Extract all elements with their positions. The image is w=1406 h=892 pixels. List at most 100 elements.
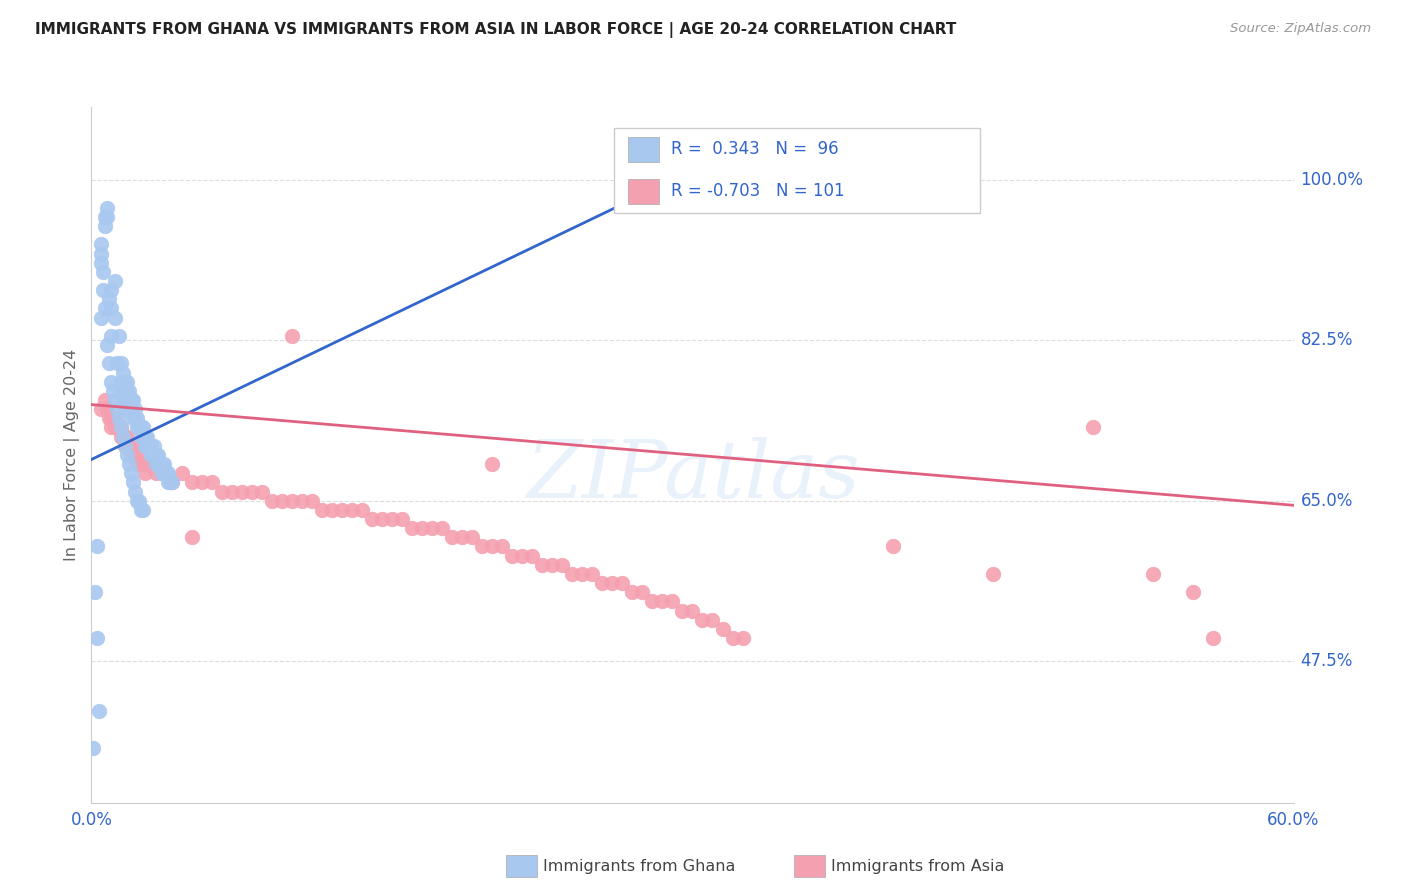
Point (350, 503, 373, 517)
Point (112, 366, 135, 380)
Point (591, 576, 613, 591)
Point (420, 521, 443, 535)
Point (104, 420, 127, 434)
Point (481, 540, 503, 554)
Point (90, 255, 112, 269)
Point (112, 392, 135, 407)
Point (671, 603, 693, 617)
Point (311, 503, 333, 517)
Point (250, 484, 273, 499)
Point (551, 558, 574, 572)
Point (132, 429, 155, 443)
Point (882, 540, 904, 554)
Point (90, 237, 112, 252)
Point (118, 439, 141, 453)
Point (260, 493, 283, 508)
Point (93, 283, 115, 297)
Point (124, 439, 146, 453)
Point (134, 439, 156, 453)
Point (471, 540, 494, 554)
Point (141, 457, 163, 471)
Point (100, 283, 122, 297)
Point (136, 457, 159, 471)
Point (1142, 566, 1164, 581)
Point (510, 549, 533, 563)
Point (108, 420, 131, 434)
Text: Immigrants from Asia: Immigrants from Asia (831, 859, 1004, 873)
Point (90, 246, 112, 260)
Point (118, 402, 141, 417)
Point (96, 402, 118, 417)
Point (330, 503, 353, 517)
Point (981, 566, 1004, 581)
Point (170, 467, 193, 481)
Point (602, 576, 624, 591)
Point (190, 475, 212, 490)
Point (136, 439, 159, 453)
Point (152, 467, 174, 481)
Point (108, 329, 131, 343)
Point (104, 310, 127, 325)
Point (100, 375, 122, 389)
Point (150, 457, 173, 471)
Point (731, 631, 754, 645)
Point (1202, 631, 1225, 645)
Point (114, 429, 136, 443)
Point (491, 540, 513, 554)
Point (96, 338, 118, 352)
Point (481, 457, 503, 471)
Point (711, 622, 734, 636)
Point (98, 411, 121, 425)
Point (281, 329, 304, 343)
Point (121, 402, 143, 417)
Point (131, 448, 153, 462)
Point (112, 429, 135, 443)
Point (110, 420, 132, 434)
Point (121, 439, 143, 453)
Point (124, 402, 146, 417)
Point (103, 411, 125, 425)
Point (702, 613, 724, 627)
Point (98, 293, 121, 307)
Point (160, 475, 183, 490)
Point (391, 512, 413, 526)
Point (631, 585, 654, 599)
Point (430, 521, 453, 535)
Point (145, 448, 167, 462)
Point (531, 558, 554, 572)
Point (138, 439, 160, 453)
Point (93, 265, 115, 279)
Point (651, 594, 673, 608)
Point (142, 448, 165, 462)
Point (142, 439, 165, 453)
Point (103, 384, 125, 398)
Point (110, 384, 132, 398)
Point (381, 512, 404, 526)
Text: Immigrants from Ghana: Immigrants from Ghana (543, 859, 735, 873)
Point (86, 631, 108, 645)
Point (270, 493, 292, 508)
Point (127, 411, 149, 425)
Text: 100.0%: 100.0% (1301, 171, 1364, 189)
Point (231, 484, 253, 499)
Point (571, 566, 593, 581)
Point (461, 530, 484, 544)
Text: IMMIGRANTS FROM GHANA VS IMMIGRANTS FROM ASIA IN LABOR FORCE | AGE 20-24 CORRELA: IMMIGRANTS FROM GHANA VS IMMIGRANTS FROM… (35, 22, 956, 38)
Point (104, 274, 127, 288)
Point (132, 457, 155, 471)
Point (1083, 420, 1105, 434)
Point (641, 594, 664, 608)
Point (692, 613, 714, 627)
Point (117, 384, 139, 398)
Point (451, 530, 474, 544)
Point (94, 301, 117, 316)
Point (121, 467, 143, 481)
Point (281, 493, 304, 508)
Point (121, 448, 143, 462)
Point (360, 512, 382, 526)
Point (82, 740, 104, 755)
Point (118, 384, 141, 398)
Point (156, 475, 179, 490)
Point (114, 402, 136, 417)
Point (104, 392, 127, 407)
